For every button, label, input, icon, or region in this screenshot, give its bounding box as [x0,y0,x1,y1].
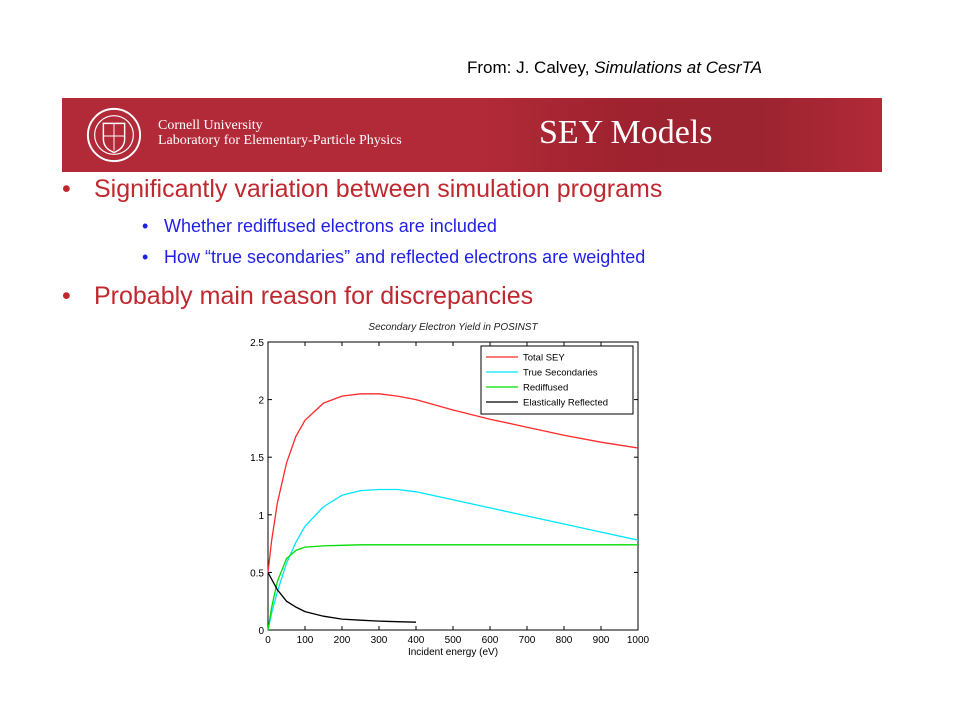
banner-university: Cornell University [158,118,263,133]
bullet-dot: • [142,247,149,267]
y-tick-label: 1.5 [250,453,264,464]
legend-label: Total SEY [523,353,565,364]
series-line-elastically-reflected [267,572,417,623]
banner-lab: Laboratory for Elementary-Particle Physi… [158,133,402,148]
banner-university-block: Cornell University Laboratory for Elemen… [158,118,402,148]
bullet-main-2-text: Probably main reason for discrepancies [94,282,534,310]
chart-title: Secondary Electron Yield in POSINST [368,322,538,333]
x-tick-label: 500 [445,635,462,646]
series-line-true-secondaries [267,488,639,631]
bullet-sub-1: • Whether rediffused electrons are includ… [142,216,497,237]
series-line-total-sey [267,393,639,573]
bullet-main-1: • Significantly variation between simulat… [62,175,662,204]
y-tick-label: 2 [258,396,264,407]
bullet-main-1-text: Significantly variation between simulati… [94,175,663,203]
legend-label: True Secondaries [523,368,598,379]
x-tick-label: 300 [371,635,388,646]
y-tick-label: 2.5 [250,338,264,349]
slide-title: SEY Models [539,114,713,151]
y-tick-label: 0 [258,626,264,637]
cornell-seal-icon [86,107,142,163]
x-tick-label: 0 [265,635,271,646]
banner-photo-shade [482,98,882,172]
y-tick-label: 0.5 [250,568,264,579]
sey-chart: Secondary Electron Yield in POSINST 0 100 2… [250,322,650,658]
slide-banner: Cornell University Laboratory for Elemen… [62,98,882,172]
x-tick-label: 800 [556,635,573,646]
y-tick-label: 1 [258,511,264,522]
attribution-prefix: From: J. Calvey, [467,58,595,77]
legend-label: Rediffused [523,383,568,394]
attribution-work: Simulations at CesrTA [594,58,763,77]
x-tick-label: 200 [334,635,351,646]
x-axis-label: Incident energy (eV) [408,647,498,658]
x-tick-label: 900 [593,635,610,646]
x-tick-label: 100 [297,635,314,646]
attribution: From: J. Calvey, Simulations at CesrTA [467,58,762,78]
x-tick-label: 700 [519,635,536,646]
bullet-sub-1-text: Whether rediffused electrons are include… [164,216,497,236]
legend-label: Elastically Reflected [523,398,608,409]
bullet-dot: • [62,175,71,203]
bullet-sub-2: • How “true secondaries” and reflected el… [142,247,645,268]
x-tick-label: 400 [408,635,425,646]
bullet-sub-2-text: How “true secondaries” and reflected ele… [164,247,646,267]
x-tick-label: 600 [482,635,499,646]
bullet-dot: • [142,216,149,236]
series-line-rediffused [267,544,638,631]
bullet-dot: • [62,282,71,310]
x-tick-label: 1000 [627,635,650,646]
bullet-main-2: • Probably main reason for discrepancies [62,282,533,311]
